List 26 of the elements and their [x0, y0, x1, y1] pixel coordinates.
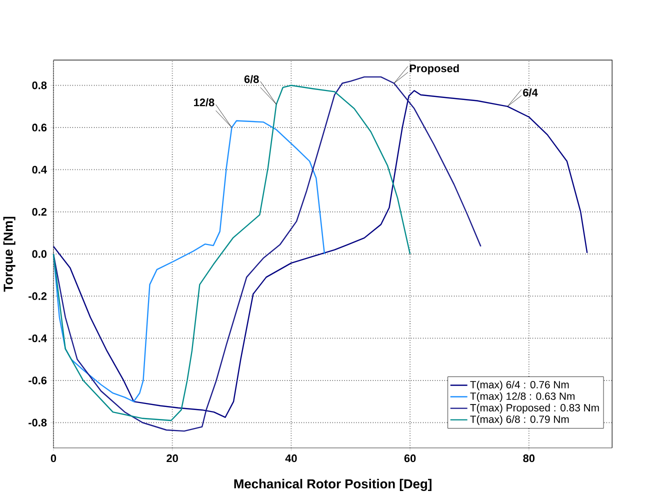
line-series	[52, 120, 326, 402]
x-tick-label: 0	[50, 454, 56, 462]
y-tick-label: 0.6	[32, 123, 47, 132]
annotation: 6/4	[523, 88, 538, 96]
legend-label: T(max) 6/8 : 0.79 Nm	[470, 415, 569, 425]
y-tick-label: -0.6	[28, 376, 47, 384]
x-tick-label: 60	[404, 454, 416, 462]
x-tick-label: 80	[523, 454, 535, 462]
x-axis-title: Mechanical Rotor Position [Deg]	[234, 478, 432, 491]
annotation: Proposed	[410, 64, 459, 74]
legend-label: T(max) 12/8 : 0.63 Nm	[470, 392, 574, 402]
y-tick-label: 0.2	[32, 208, 47, 216]
x-tick-label: 40	[285, 454, 297, 462]
y-tick-label: 0.4	[32, 166, 47, 174]
line-series	[52, 84, 411, 421]
legend-label: T(max) 6/4 : 0.76 Nm	[470, 380, 569, 390]
y-axis-title: Torque [Nm]	[3, 216, 16, 292]
x-tick-label: 20	[166, 454, 178, 462]
annotation: 6/8	[244, 74, 259, 84]
legend-label: T(max) Proposed : 0.83 Nm	[470, 404, 599, 414]
annotation: 12/8	[194, 98, 214, 106]
y-tick-label: -0.4	[28, 334, 47, 342]
y-tick-label: -0.8	[28, 418, 47, 426]
y-tick-label: -0.2	[28, 292, 47, 300]
y-tick-label: 0.0	[32, 250, 47, 258]
y-tick-label: 0.8	[32, 81, 47, 90]
